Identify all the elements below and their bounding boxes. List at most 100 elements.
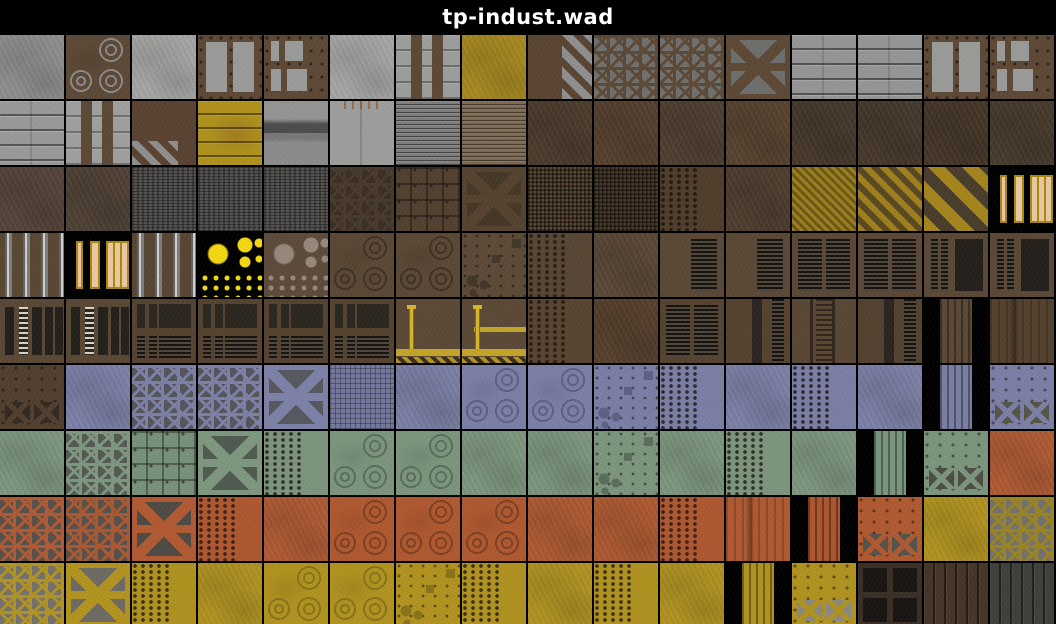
texture-tile-r2c2[interactable] (66, 101, 130, 165)
texture-tile-r6c5[interactable] (264, 365, 328, 429)
texture-tile-r4c6[interactable] (330, 233, 394, 297)
texture-tile-r5c7[interactable] (396, 299, 460, 363)
texture-tile-r5c2[interactable] (66, 299, 130, 363)
texture-tile-r4c9[interactable] (528, 233, 592, 297)
texture-tile-r8c3[interactable] (132, 497, 196, 561)
texture-tile-r4c14[interactable] (858, 233, 922, 297)
texture-tile-r3c2[interactable] (66, 167, 130, 231)
texture-tile-r1c6[interactable] (330, 35, 394, 99)
texture-tile-r5c15[interactable] (924, 299, 988, 363)
texture-tile-r7c4[interactable] (198, 431, 262, 495)
texture-tile-r8c8[interactable] (462, 497, 526, 561)
texture-tile-r5c13[interactable] (792, 299, 856, 363)
texture-tile-r2c1[interactable] (0, 101, 64, 165)
texture-tile-r7c6[interactable] (330, 431, 394, 495)
texture-tile-r8c9[interactable] (528, 497, 592, 561)
texture-tile-r6c6[interactable] (330, 365, 394, 429)
texture-tile-r4c2[interactable] (66, 233, 130, 297)
texture-tile-r7c16[interactable] (990, 431, 1054, 495)
texture-tile-r7c15[interactable] (924, 431, 988, 495)
texture-tile-r9c7[interactable] (396, 563, 460, 624)
texture-tile-r1c4[interactable] (198, 35, 262, 99)
texture-tile-r1c9[interactable] (528, 35, 592, 99)
texture-tile-r1c2[interactable] (66, 35, 130, 99)
texture-tile-r4c10[interactable] (594, 233, 658, 297)
texture-tile-r8c4[interactable] (198, 497, 262, 561)
texture-tile-r2c15[interactable] (924, 101, 988, 165)
texture-tile-r3c4[interactable] (198, 167, 262, 231)
texture-tile-r2c13[interactable] (792, 101, 856, 165)
texture-tile-r2c10[interactable] (594, 101, 658, 165)
texture-tile-r2c12[interactable] (726, 101, 790, 165)
texture-tile-r6c2[interactable] (66, 365, 130, 429)
texture-tile-r1c12[interactable] (726, 35, 790, 99)
texture-tile-r6c11[interactable] (660, 365, 724, 429)
texture-tile-r9c8[interactable] (462, 563, 526, 624)
texture-tile-r5c6[interactable] (330, 299, 394, 363)
texture-tile-r9c2[interactable] (66, 563, 130, 624)
texture-tile-r8c5[interactable] (264, 497, 328, 561)
texture-tile-r5c4[interactable] (198, 299, 262, 363)
texture-tile-r8c7[interactable] (396, 497, 460, 561)
texture-tile-r4c13[interactable] (792, 233, 856, 297)
texture-tile-r5c10[interactable] (594, 299, 658, 363)
texture-tile-r7c3[interactable] (132, 431, 196, 495)
texture-tile-r1c11[interactable] (660, 35, 724, 99)
texture-tile-r7c12[interactable] (726, 431, 790, 495)
texture-tile-r3c10[interactable] (594, 167, 658, 231)
texture-tile-r8c11[interactable] (660, 497, 724, 561)
texture-tile-r6c13[interactable] (792, 365, 856, 429)
texture-tile-r8c12[interactable] (726, 497, 790, 561)
texture-tile-r9c16[interactable] (990, 563, 1054, 624)
texture-tile-r7c13[interactable] (792, 431, 856, 495)
texture-tile-r8c14[interactable] (858, 497, 922, 561)
texture-tile-r7c2[interactable] (66, 431, 130, 495)
texture-tile-r5c1[interactable] (0, 299, 64, 363)
texture-tile-r3c13[interactable] (792, 167, 856, 231)
texture-tile-r4c12[interactable] (726, 233, 790, 297)
texture-tile-r4c15[interactable] (924, 233, 988, 297)
texture-tile-r2c14[interactable] (858, 101, 922, 165)
texture-tile-r4c7[interactable] (396, 233, 460, 297)
texture-tile-r6c3[interactable] (132, 365, 196, 429)
texture-tile-r2c7[interactable] (396, 101, 460, 165)
texture-tile-r9c14[interactable] (858, 563, 922, 624)
texture-tile-r6c9[interactable] (528, 365, 592, 429)
texture-tile-r7c1[interactable] (0, 431, 64, 495)
texture-tile-r6c8[interactable] (462, 365, 526, 429)
texture-tile-r1c7[interactable] (396, 35, 460, 99)
texture-tile-r9c6[interactable] (330, 563, 394, 624)
texture-tile-r2c4[interactable] (198, 101, 262, 165)
texture-tile-r1c14[interactable] (858, 35, 922, 99)
texture-tile-r8c2[interactable] (66, 497, 130, 561)
texture-tile-r5c12[interactable] (726, 299, 790, 363)
texture-tile-r9c11[interactable] (660, 563, 724, 624)
texture-tile-r6c16[interactable] (990, 365, 1054, 429)
texture-tile-r4c16[interactable] (990, 233, 1054, 297)
texture-tile-r4c1[interactable] (0, 233, 64, 297)
texture-tile-r6c4[interactable] (198, 365, 262, 429)
texture-tile-r5c9[interactable] (528, 299, 592, 363)
texture-tile-r5c5[interactable] (264, 299, 328, 363)
texture-tile-r1c1[interactable] (0, 35, 64, 99)
texture-tile-r6c14[interactable] (858, 365, 922, 429)
texture-tile-r2c11[interactable] (660, 101, 724, 165)
texture-tile-r8c15[interactable] (924, 497, 988, 561)
texture-tile-r9c4[interactable] (198, 563, 262, 624)
texture-tile-r2c5[interactable] (264, 101, 328, 165)
texture-tile-r1c15[interactable] (924, 35, 988, 99)
texture-tile-r5c8[interactable] (462, 299, 526, 363)
texture-tile-r9c13[interactable] (792, 563, 856, 624)
texture-tile-r2c8[interactable] (462, 101, 526, 165)
texture-tile-r4c8[interactable] (462, 233, 526, 297)
texture-tile-r3c16[interactable] (990, 167, 1054, 231)
texture-tile-r2c6[interactable] (330, 101, 394, 165)
texture-tile-r3c8[interactable] (462, 167, 526, 231)
texture-tile-r2c16[interactable] (990, 101, 1054, 165)
texture-tile-r1c16[interactable] (990, 35, 1054, 99)
texture-tile-r5c16[interactable] (990, 299, 1054, 363)
texture-tile-r6c1[interactable] (0, 365, 64, 429)
texture-tile-r8c10[interactable] (594, 497, 658, 561)
texture-tile-r6c10[interactable] (594, 365, 658, 429)
texture-tile-r9c5[interactable] (264, 563, 328, 624)
